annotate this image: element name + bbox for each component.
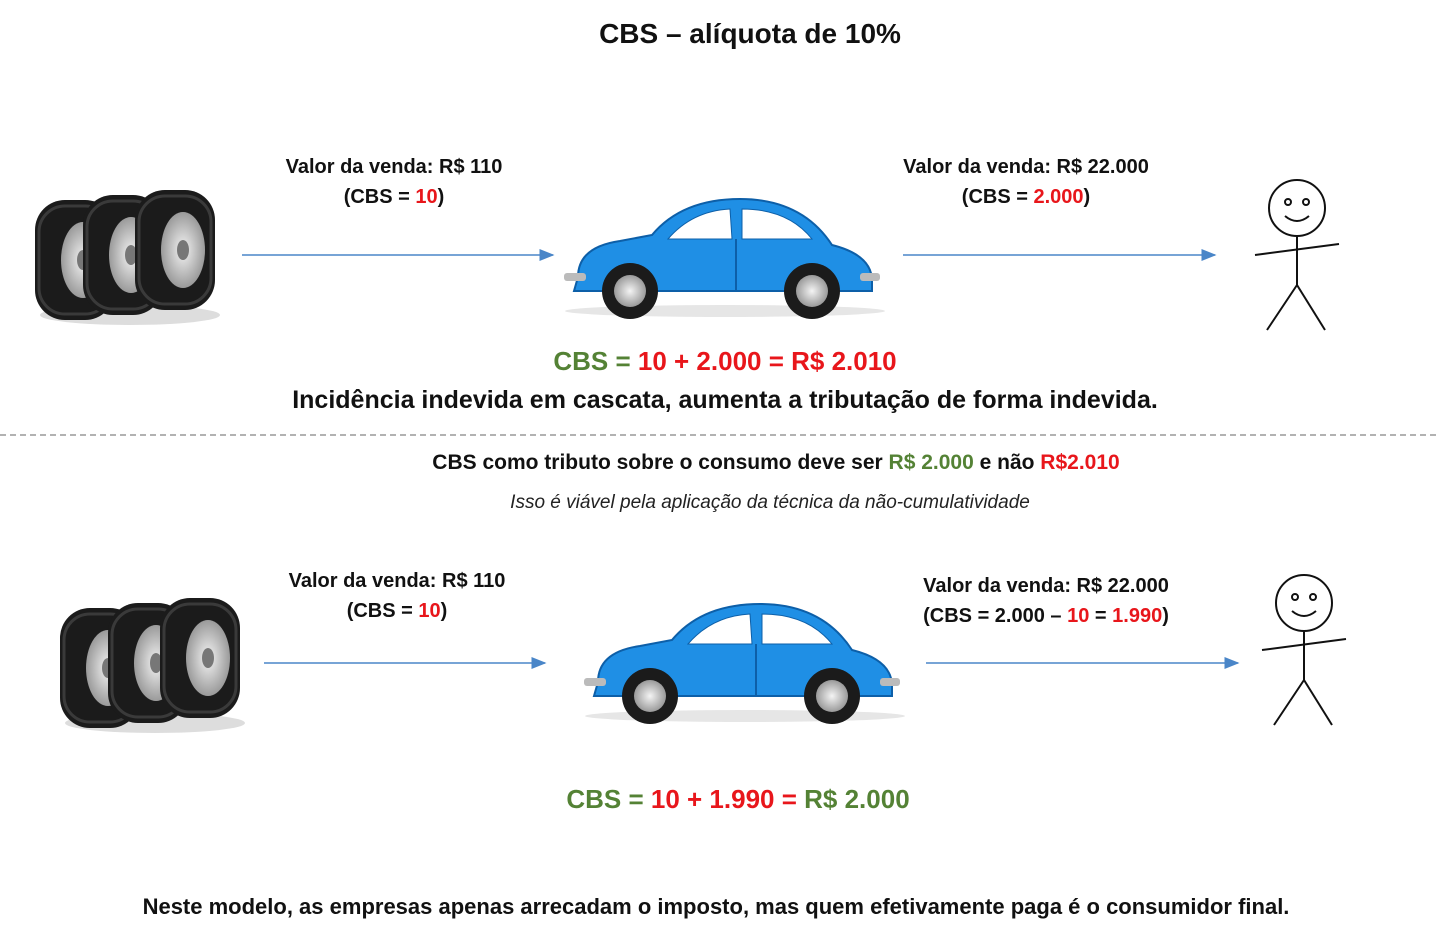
text: CBS =	[553, 346, 638, 376]
tires	[60, 598, 245, 733]
footer: Neste modelo, as empresas apenas arrecad…	[142, 894, 1290, 919]
text: R$ 2.000	[796, 784, 910, 814]
text: R$ 2.000	[888, 451, 974, 474]
text: e não	[973, 451, 1041, 474]
consumer	[1254, 179, 1340, 331]
sale-tax: (CBS = 2.000 – 10 = 1.990)	[923, 604, 1169, 628]
tax-value: 10	[418, 600, 441, 622]
formula: CBS = 10 + 2.000 = R$ 2.010	[553, 346, 896, 377]
text: )	[437, 186, 445, 208]
text: CBS como tributo sobre o consumo deve se…	[432, 451, 889, 474]
sale-tax: (CBS = 2.000)	[962, 185, 1090, 209]
tires	[35, 190, 220, 325]
title: CBS – alíquota de 10%	[599, 18, 901, 49]
consumer	[1261, 574, 1347, 726]
text: R$2.010	[1040, 451, 1120, 474]
sale-label: Valor da venda: R$ 110	[285, 156, 503, 178]
text: CBS =	[566, 784, 651, 814]
tax-value: 10	[415, 186, 438, 208]
text: 10 + 1.990 =	[650, 784, 797, 814]
comparison-note: Isso é viável pela aplicação da técnica …	[510, 492, 1030, 513]
tax-value: 1.990	[1112, 605, 1163, 627]
text: (CBS = 2.000 –	[923, 605, 1068, 627]
text: )	[440, 600, 448, 622]
tax-value: 10	[1067, 605, 1090, 627]
sale-tax: (CBS = 10)	[347, 599, 448, 623]
car	[583, 603, 906, 725]
text: 10 + 2.000 = R$ 2.010	[637, 346, 897, 376]
sale-label: Valor da venda: R$ 110	[288, 570, 506, 592]
text: )	[1083, 186, 1091, 208]
car	[563, 198, 886, 320]
tax-value: 2.000	[1033, 186, 1084, 208]
sale-label: Valor da venda: R$ 22.000	[903, 156, 1149, 178]
text: =	[1089, 605, 1113, 627]
comparison: CBS como tributo sobre o consumo deve se…	[432, 450, 1119, 475]
sale-tax: (CBS = 10)	[344, 185, 445, 209]
note: Incidência indevida em cascata, aumenta …	[292, 386, 1158, 414]
text: )	[1162, 605, 1169, 627]
text: (CBS =	[343, 186, 416, 208]
sale-label: Valor da venda: R$ 22.000	[923, 575, 1169, 597]
text: (CBS =	[346, 600, 419, 622]
formula: CBS = 10 + 1.990 = R$ 2.000	[566, 784, 909, 815]
text: (CBS =	[961, 186, 1034, 208]
